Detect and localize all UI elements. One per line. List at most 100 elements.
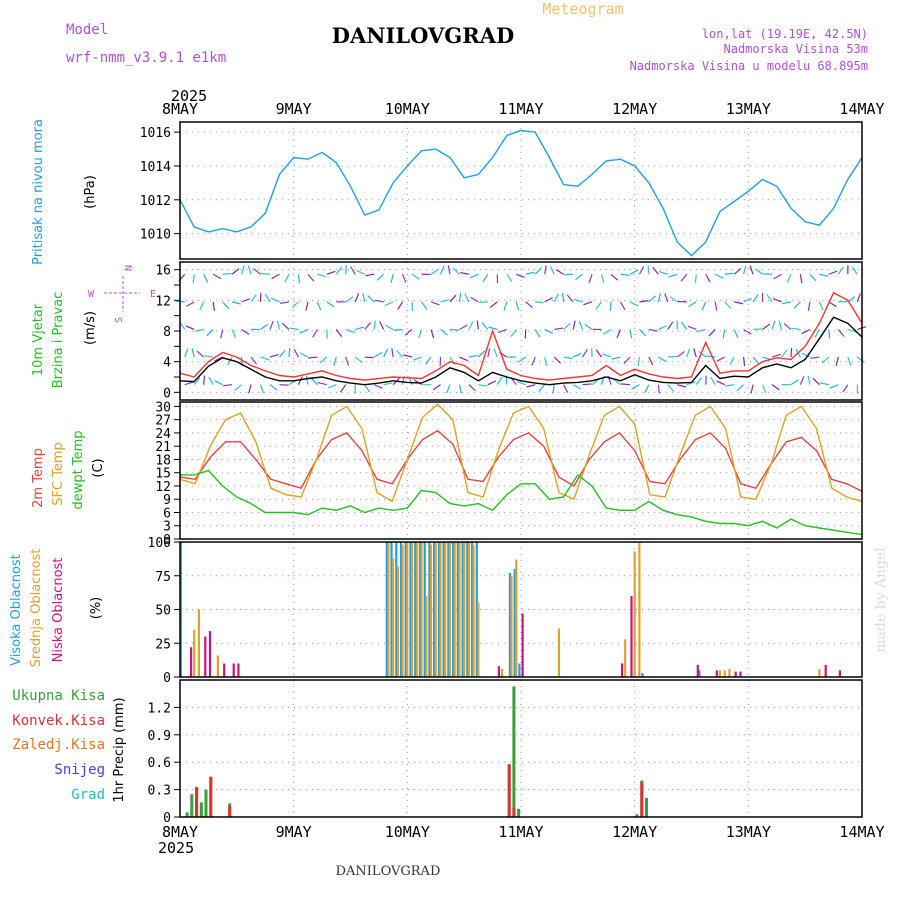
wind-barb xyxy=(335,266,343,275)
wind-barb xyxy=(459,271,470,275)
wind-barb xyxy=(572,384,582,390)
wind-barb xyxy=(750,384,754,394)
wind-barb xyxy=(231,329,237,338)
wind-barb xyxy=(734,301,744,305)
wind-barb xyxy=(639,300,649,303)
wind-barb xyxy=(851,266,858,275)
y-tick-label: 0.9 xyxy=(148,729,171,744)
mid-cloud-axis-title: Srednja Oblacnost xyxy=(29,549,44,668)
wind-barb xyxy=(411,273,420,280)
wind-barb xyxy=(821,356,830,364)
bar xyxy=(818,668,821,677)
bar xyxy=(518,663,521,677)
bar xyxy=(406,542,409,677)
y-tick-label: 21 xyxy=(155,440,171,455)
wind-panel: 0 4 8 12 16 xyxy=(155,261,867,401)
wind-barb xyxy=(583,301,593,306)
bar xyxy=(428,542,431,677)
wind-barb xyxy=(743,265,747,275)
wind-barb xyxy=(404,329,413,336)
wind-barb xyxy=(743,357,746,367)
bar xyxy=(399,542,403,677)
wind-barb xyxy=(637,356,640,367)
wind-barb xyxy=(478,384,488,387)
left-axis-titles: Pritisak na nivou mora (hPa) 10m Vjetar … xyxy=(9,119,127,803)
bar xyxy=(442,542,445,677)
wind-barb xyxy=(496,376,503,385)
t2m-axis-title: 2m Temp xyxy=(31,448,46,508)
bar xyxy=(395,542,398,677)
wind-barb xyxy=(458,384,463,394)
y-tick-label: 0 xyxy=(163,811,171,826)
wind-barb xyxy=(449,294,457,303)
bar xyxy=(463,542,466,677)
wind-barb xyxy=(390,274,394,284)
wind-barb xyxy=(647,265,650,275)
bar xyxy=(448,542,452,677)
bar xyxy=(641,673,644,677)
wind-barb xyxy=(350,266,356,275)
wind-barb xyxy=(807,375,811,385)
legend-snow: Snijeg xyxy=(54,762,105,778)
wind-barb xyxy=(403,354,413,358)
bar xyxy=(510,575,513,678)
bar xyxy=(396,566,399,677)
wind-barb xyxy=(503,301,508,311)
wind-barb xyxy=(184,348,189,358)
wind-barb xyxy=(291,301,299,309)
wind-barb xyxy=(281,322,290,330)
wind-barb xyxy=(620,383,630,386)
wind-barb xyxy=(498,328,507,333)
wind-barb xyxy=(458,292,462,302)
bar xyxy=(401,544,404,677)
wind-barb xyxy=(493,348,498,358)
wind-barb xyxy=(791,327,801,331)
wind-barb xyxy=(379,321,385,330)
bar xyxy=(512,807,516,817)
wind-barb xyxy=(241,328,250,335)
station-elevation: Nadmorska Visina 53m xyxy=(724,42,869,56)
gust-series xyxy=(179,291,863,381)
bar xyxy=(508,573,511,677)
wind-barb xyxy=(842,384,849,393)
wind-barb xyxy=(629,269,639,275)
bar xyxy=(185,812,189,817)
y-tick-label: 27 xyxy=(155,414,171,429)
wind-barb xyxy=(782,301,792,305)
bar xyxy=(237,663,240,677)
wind-barb xyxy=(657,292,662,303)
wind-barb xyxy=(203,273,209,283)
bar xyxy=(633,551,636,677)
wind-barb xyxy=(307,273,315,282)
wind-barb xyxy=(819,273,829,277)
wind-barb xyxy=(449,356,456,366)
bar xyxy=(195,787,199,817)
wind-barb xyxy=(299,328,309,334)
bar xyxy=(439,542,442,677)
wind-barb xyxy=(223,384,233,387)
y-tick-label: 12 xyxy=(155,480,171,495)
wind-barb xyxy=(196,350,205,358)
wind-barb xyxy=(856,356,865,363)
wind-barb xyxy=(600,274,605,284)
wind-barb xyxy=(818,301,824,311)
wind-barb xyxy=(687,325,697,331)
wind-barb xyxy=(698,350,707,358)
bar xyxy=(635,814,639,817)
wind-barb xyxy=(714,273,724,279)
wind-barb xyxy=(412,356,422,361)
y-tick-label: 1016 xyxy=(140,126,171,141)
wind-barb xyxy=(526,384,536,388)
wind-barb xyxy=(516,273,525,279)
pressure-series xyxy=(179,129,863,257)
wind-barb xyxy=(814,329,820,338)
wind-barb xyxy=(588,274,593,283)
wind-barb xyxy=(819,382,829,386)
wind-barb xyxy=(553,293,559,303)
wind-barb xyxy=(222,272,232,275)
bar xyxy=(392,558,395,677)
wind-barb xyxy=(319,356,328,364)
wind-barb xyxy=(373,320,376,330)
